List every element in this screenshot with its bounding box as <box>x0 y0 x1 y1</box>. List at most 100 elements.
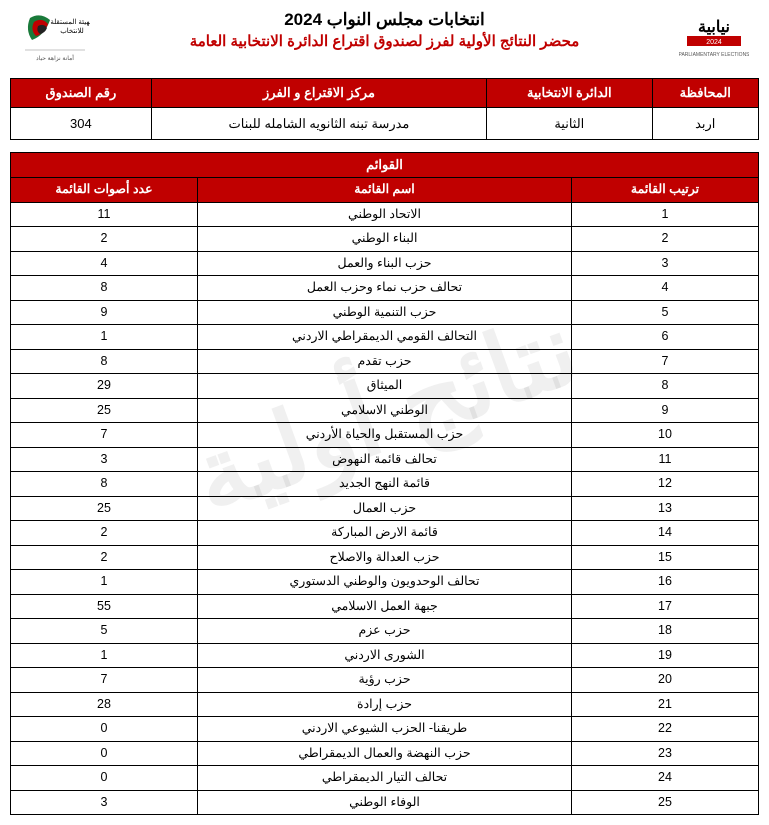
cell-votes: 29 <box>11 374 198 399</box>
cell-votes: 0 <box>11 717 198 742</box>
logo-right: نيابية 2024 PARLIAMENTARY ELECTIONS <box>679 10 759 65</box>
cell-rank: 15 <box>572 545 759 570</box>
results-caption: القوائم <box>10 152 759 177</box>
info-value-governorate: اربد <box>652 108 758 140</box>
cell-name: جبهة العمل الاسلامي <box>198 594 572 619</box>
cell-votes: 11 <box>11 202 198 227</box>
info-table: المحافظة الدائرة الانتخابية مركز الاقترا… <box>10 78 759 140</box>
cell-votes: 8 <box>11 472 198 497</box>
cell-name: الوطني الاسلامي <box>198 398 572 423</box>
cell-votes: 0 <box>11 766 198 791</box>
cell-rank: 22 <box>572 717 759 742</box>
svg-text:الهيئة المستقلة: الهيئة المستقلة <box>50 18 90 26</box>
cell-rank: 21 <box>572 692 759 717</box>
cell-rank: 14 <box>572 521 759 546</box>
cell-name: قائمة الارض المباركة <box>198 521 572 546</box>
info-header-district: الدائرة الانتخابية <box>487 79 652 108</box>
cell-name: حزب إرادة <box>198 692 572 717</box>
info-value-center: مدرسة تبنه الثانويه الشامله للبنات <box>151 108 486 140</box>
cell-name: تحالف حزب نماء وحزب العمل <box>198 276 572 301</box>
header: نيابية 2024 PARLIAMENTARY ELECTIONS انتخ… <box>10 10 759 70</box>
table-row: 13حزب العمال25 <box>11 496 759 521</box>
cell-rank: 8 <box>572 374 759 399</box>
table-row: 19الشورى الاردني1 <box>11 643 759 668</box>
table-row: 22طريقنا- الحزب الشيوعي الاردني0 <box>11 717 759 742</box>
cell-votes: 0 <box>11 741 198 766</box>
cell-votes: 2 <box>11 521 198 546</box>
table-row: 8الميثاق29 <box>11 374 759 399</box>
results-table: ترتيب القائمة اسم القائمة عدد أصوات القا… <box>10 177 759 815</box>
table-row: 6التحالف القومي الديمقراطي الاردني1 <box>11 325 759 350</box>
cell-name: تحالف التيار الديمقراطي <box>198 766 572 791</box>
page-title: انتخابات مجلس النواب 2024 <box>90 10 679 30</box>
results-header-votes: عدد أصوات القائمة <box>11 178 198 203</box>
cell-name: حزب رؤية <box>198 668 572 693</box>
table-row: 7حزب تقدم8 <box>11 349 759 374</box>
cell-votes: 1 <box>11 570 198 595</box>
svg-text:أمانة نزاهة حياد: أمانة نزاهة حياد <box>36 53 74 62</box>
cell-rank: 1 <box>572 202 759 227</box>
cell-rank: 17 <box>572 594 759 619</box>
svg-text:للانتخاب: للانتخاب <box>60 27 84 35</box>
cell-name: تحالف قائمة النهوض <box>198 447 572 472</box>
cell-rank: 9 <box>572 398 759 423</box>
cell-name: حزب المستقبل والحياة الأردني <box>198 423 572 448</box>
svg-text:2024: 2024 <box>706 39 722 46</box>
info-header-governorate: المحافظة <box>652 79 758 108</box>
cell-name: طريقنا- الحزب الشيوعي الاردني <box>198 717 572 742</box>
table-row: 20حزب رؤية7 <box>11 668 759 693</box>
cell-votes: 2 <box>11 545 198 570</box>
table-row: 25الوفاء الوطني3 <box>11 790 759 815</box>
results-header-rank: ترتيب القائمة <box>572 178 759 203</box>
cell-name: الميثاق <box>198 374 572 399</box>
cell-name: قائمة النهج الجديد <box>198 472 572 497</box>
cell-votes: 28 <box>11 692 198 717</box>
info-value-box: 304 <box>11 108 152 140</box>
cell-rank: 12 <box>572 472 759 497</box>
svg-text:نيابية: نيابية <box>698 19 730 36</box>
cell-votes: 7 <box>11 668 198 693</box>
cell-votes: 25 <box>11 496 198 521</box>
cell-votes: 25 <box>11 398 198 423</box>
cell-rank: 19 <box>572 643 759 668</box>
table-row: 11تحالف قائمة النهوض3 <box>11 447 759 472</box>
cell-name: التحالف القومي الديمقراطي الاردني <box>198 325 572 350</box>
cell-votes: 3 <box>11 447 198 472</box>
table-row: 3حزب البناء والعمل4 <box>11 251 759 276</box>
table-row: 5حزب التنمية الوطني9 <box>11 300 759 325</box>
cell-votes: 8 <box>11 276 198 301</box>
table-row: 4تحالف حزب نماء وحزب العمل8 <box>11 276 759 301</box>
cell-votes: 9 <box>11 300 198 325</box>
cell-rank: 4 <box>572 276 759 301</box>
cell-name: الاتحاد الوطني <box>198 202 572 227</box>
info-value-district: الثانية <box>487 108 652 140</box>
cell-votes: 5 <box>11 619 198 644</box>
cell-votes: 1 <box>11 643 198 668</box>
cell-rank: 16 <box>572 570 759 595</box>
cell-rank: 13 <box>572 496 759 521</box>
cell-name: حزب البناء والعمل <box>198 251 572 276</box>
cell-name: حزب عزم <box>198 619 572 644</box>
info-header-center: مركز الاقتراع و الفرز <box>151 79 486 108</box>
cell-name: حزب التنمية الوطني <box>198 300 572 325</box>
table-row: 12قائمة النهج الجديد8 <box>11 472 759 497</box>
table-row: 15حزب العدالة والاصلاح2 <box>11 545 759 570</box>
table-row: 17جبهة العمل الاسلامي55 <box>11 594 759 619</box>
cell-votes: 55 <box>11 594 198 619</box>
cell-name: الوفاء الوطني <box>198 790 572 815</box>
table-row: 24تحالف التيار الديمقراطي0 <box>11 766 759 791</box>
table-row: 2البناء الوطني2 <box>11 227 759 252</box>
cell-votes: 2 <box>11 227 198 252</box>
results-header-name: اسم القائمة <box>198 178 572 203</box>
cell-name: حزب النهضة والعمال الديمقراطي <box>198 741 572 766</box>
cell-rank: 24 <box>572 766 759 791</box>
cell-votes: 8 <box>11 349 198 374</box>
cell-rank: 25 <box>572 790 759 815</box>
cell-votes: 1 <box>11 325 198 350</box>
cell-name: حزب العمال <box>198 496 572 521</box>
cell-name: تحالف الوحدويون والوطني الدستوري <box>198 570 572 595</box>
cell-rank: 2 <box>572 227 759 252</box>
cell-votes: 7 <box>11 423 198 448</box>
table-row: 23حزب النهضة والعمال الديمقراطي0 <box>11 741 759 766</box>
table-row: 10حزب المستقبل والحياة الأردني7 <box>11 423 759 448</box>
